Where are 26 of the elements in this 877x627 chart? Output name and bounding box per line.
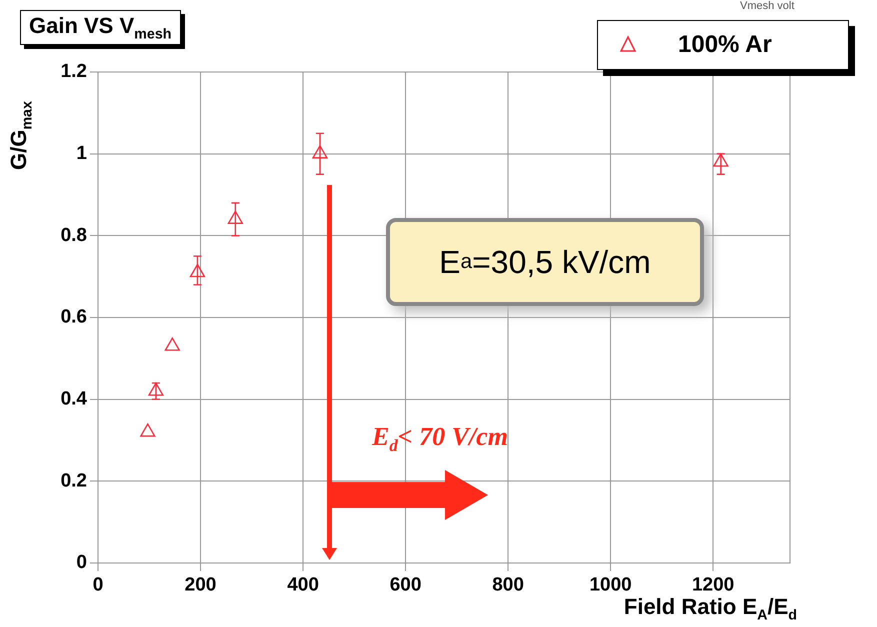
y-tick-label: 0.8 [60, 224, 87, 246]
y-tick-label: 0 [76, 552, 87, 574]
point [312, 145, 328, 158]
x-axis-title: Field Ratio E$_{A}$/E$_{d}$ [624, 594, 797, 624]
point [190, 264, 206, 278]
legend-label: 100% Ar [678, 31, 772, 59]
point [713, 153, 728, 167]
x-tick-label: 1200 [692, 574, 734, 596]
chart-title: Gain VS V$_{mesh}$ [20, 10, 181, 46]
y-tick-label: 1.2 [60, 61, 87, 82]
x-tick-label: 0 [92, 574, 104, 596]
text: Vmesh volt [740, 0, 794, 12]
x-tick-label: 200 [184, 574, 216, 596]
point [164, 337, 180, 351]
x-tick-label: 400 [287, 574, 319, 596]
annotation: E$_{d}$< 70 V/cm [372, 422, 508, 456]
x-tick-label: 600 [390, 574, 422, 596]
x-tick-label: 1000 [589, 574, 632, 596]
y-tick-label: 1 [76, 143, 88, 164]
point [148, 382, 164, 396]
y-tick-label: 0.4 [60, 388, 88, 410]
y-tick-label: 0.2 [60, 470, 87, 492]
x-tick-label: 800 [492, 574, 524, 596]
y-tick-label: 0.6 [60, 306, 87, 328]
point [140, 423, 156, 437]
point [228, 210, 243, 224]
